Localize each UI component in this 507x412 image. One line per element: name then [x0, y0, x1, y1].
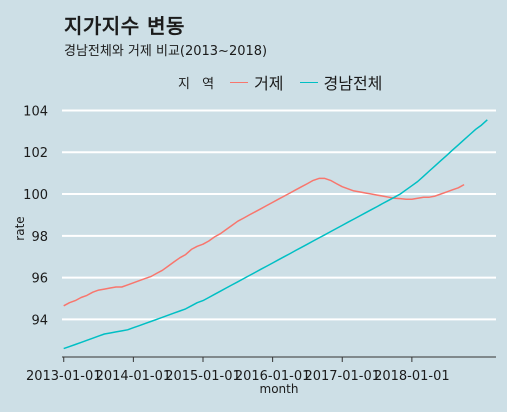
- x-tick-label: 2016-01-01: [235, 369, 311, 384]
- y-tick-label: 100: [23, 188, 48, 203]
- x-tick-label: 2014-01-01: [96, 369, 172, 384]
- x-tick-label: 2018-01-01: [374, 369, 450, 384]
- legend-label-gyeongnam: 경남전체: [323, 74, 383, 93]
- x-tick-label: 2013-01-01: [26, 369, 102, 384]
- y-axis-label: rate: [13, 216, 27, 240]
- x-tick-label: 2015-01-01: [165, 369, 241, 384]
- chart-title: 지가지수 변동: [64, 14, 185, 38]
- legend-item-gyeongnam: 경남전체: [299, 70, 383, 94]
- series-line-1: [63, 119, 488, 350]
- legend-key-geoje: [230, 81, 249, 83]
- series-line-0: [63, 177, 465, 307]
- x-tick-label: 2017-01-01: [304, 369, 380, 384]
- legend-item-geoje: 거제: [230, 70, 284, 94]
- y-tick-label: 104: [23, 104, 48, 119]
- y-tick-label: 102: [23, 146, 48, 161]
- legend-key-gyeongnam: [299, 81, 318, 83]
- x-axis-label: month: [260, 382, 299, 396]
- y-tick-label: 98: [31, 230, 48, 245]
- legend-title: 지 역: [178, 76, 219, 92]
- y-tick-label: 94: [31, 313, 48, 328]
- chart-subtitle: 경남전체와 거제 비교(2013~2018): [64, 44, 268, 59]
- legend: 지 역 거제 경남전체: [178, 70, 392, 94]
- legend-label-geoje: 거제: [254, 74, 284, 93]
- y-tick-label: 96: [31, 272, 48, 287]
